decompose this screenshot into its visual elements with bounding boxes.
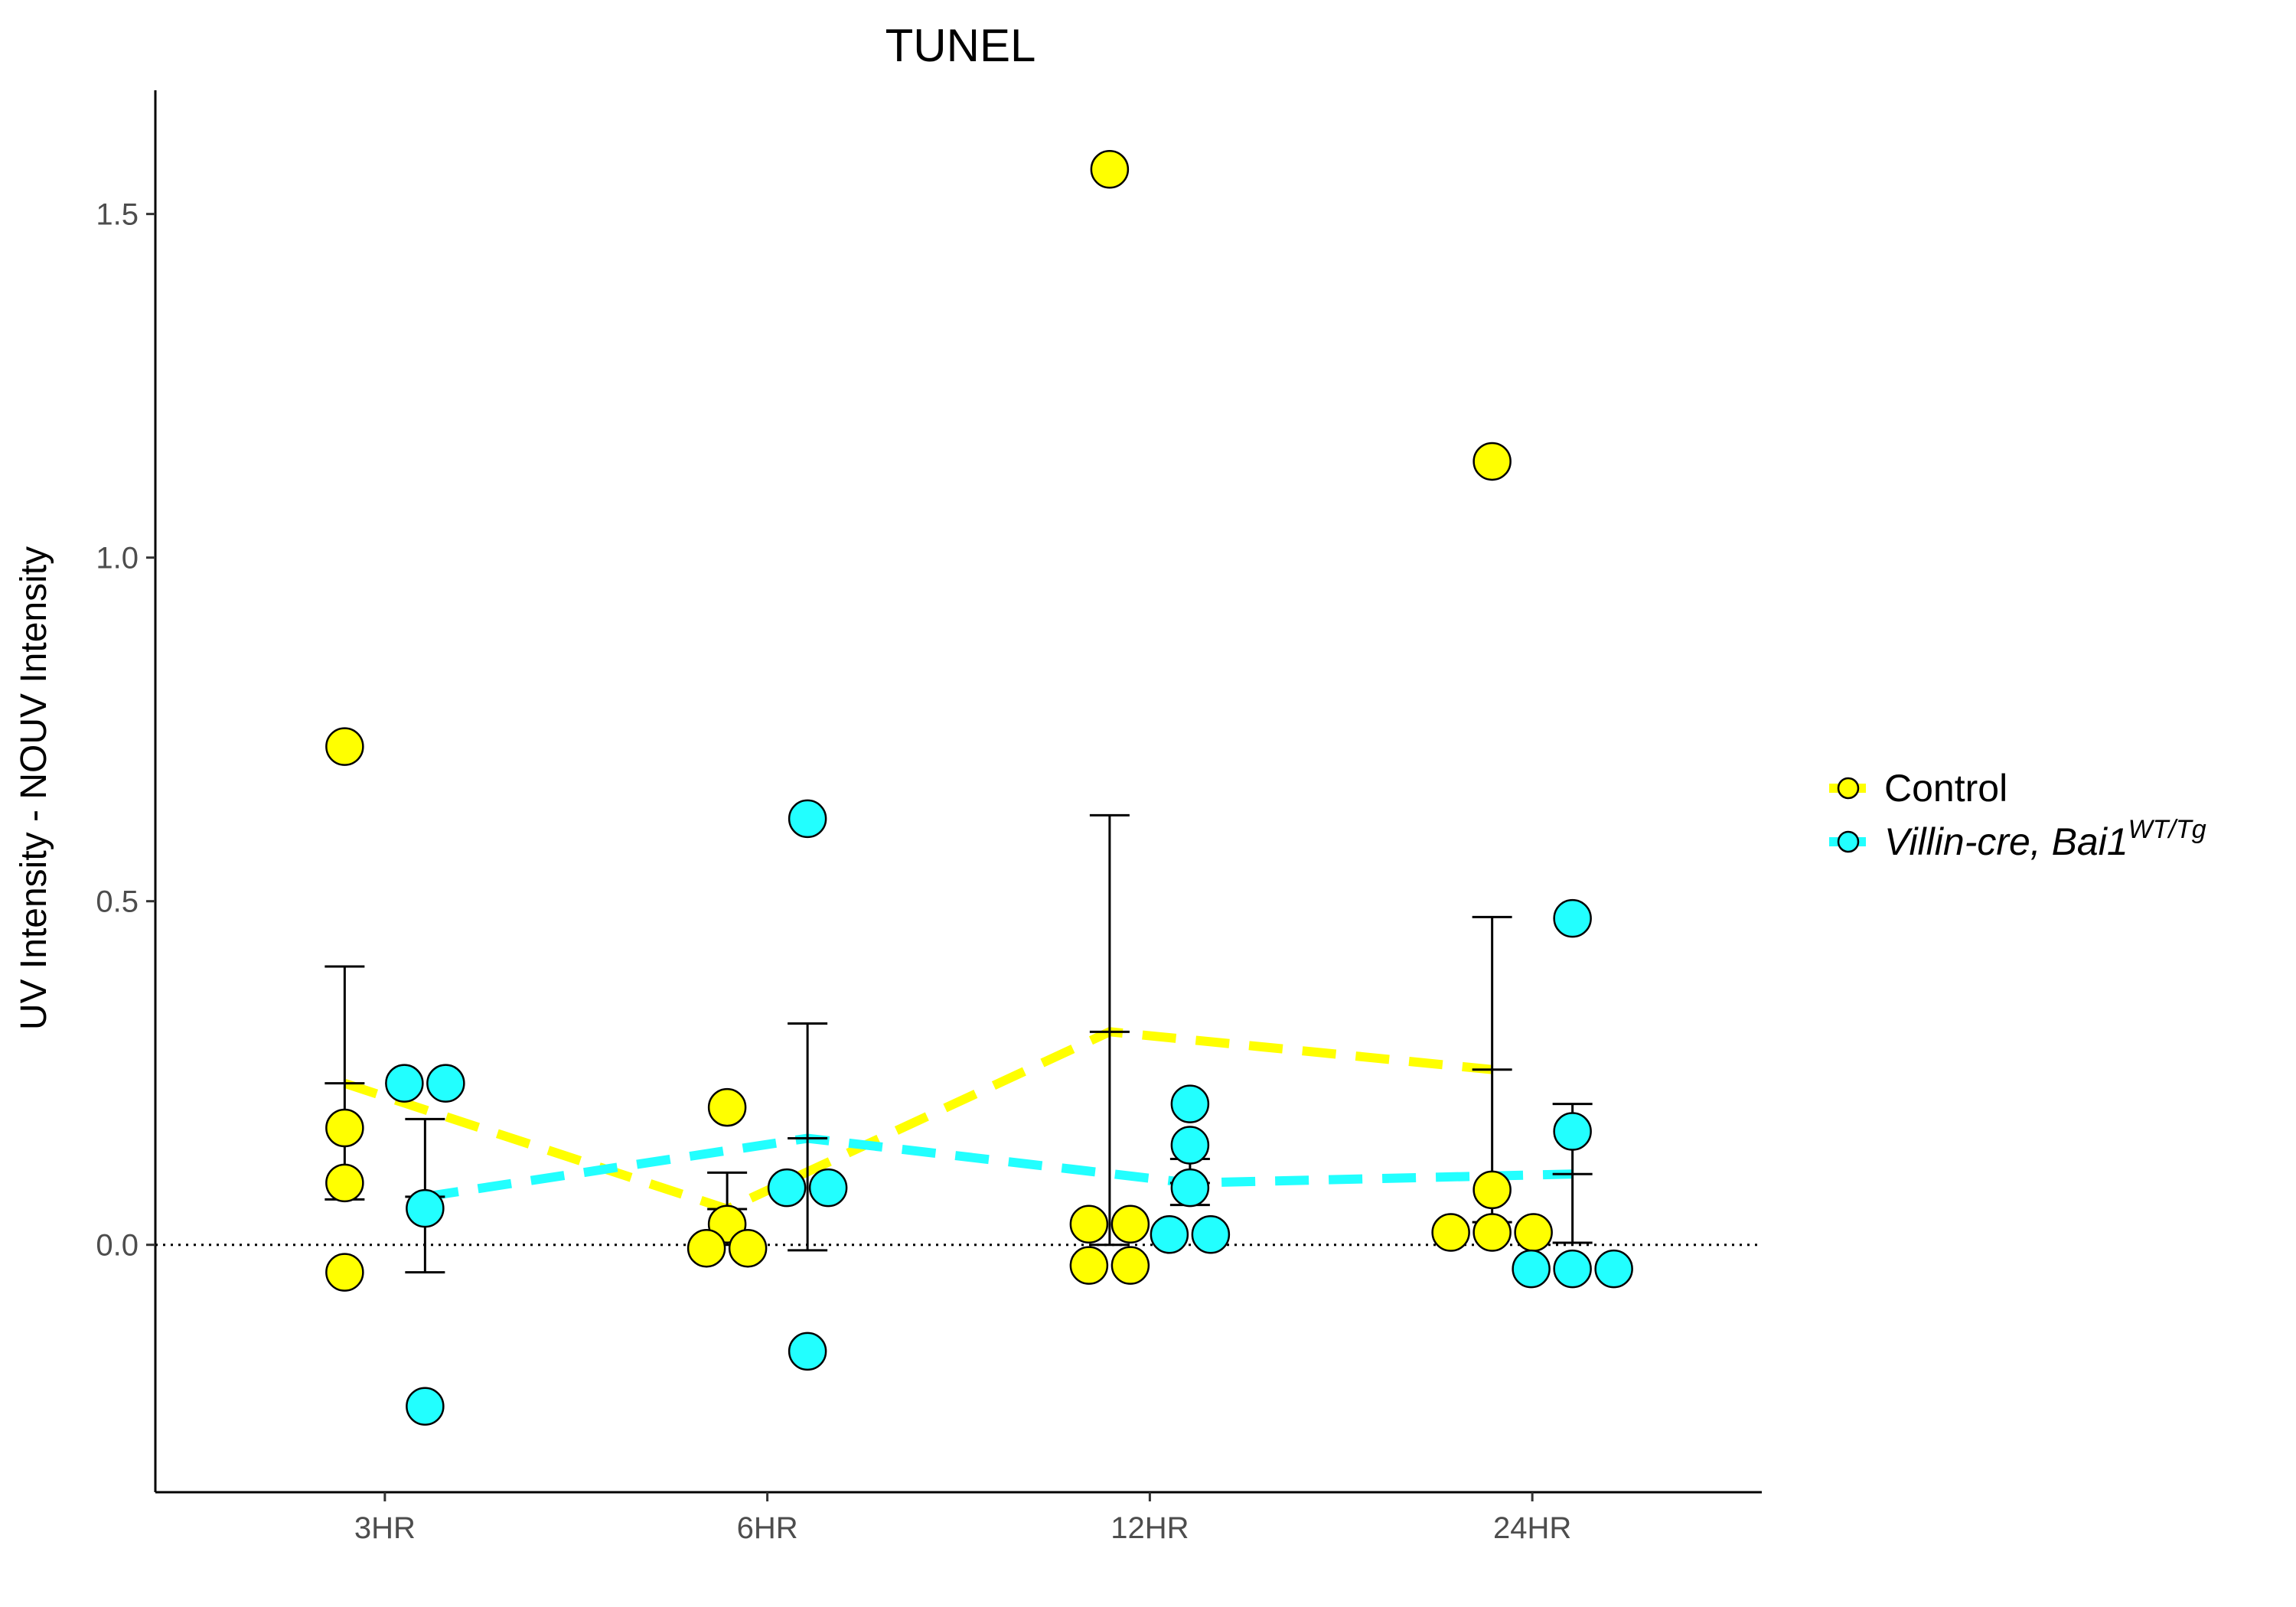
data-point-series-0 — [1473, 1170, 1512, 1210]
data-point-series-0 — [1069, 1246, 1109, 1285]
data-point-series-1 — [1150, 1214, 1189, 1254]
y-tick-label: 0.5 — [96, 885, 139, 919]
data-point-series-1 — [406, 1188, 445, 1228]
data-point-series-1 — [1170, 1126, 1210, 1165]
data-point-series-1 — [1594, 1249, 1633, 1289]
data-point-series-0 — [325, 1253, 364, 1292]
data-point-series-1 — [426, 1064, 465, 1103]
data-point-series-0 — [687, 1228, 726, 1268]
data-point-series-0 — [325, 727, 364, 766]
data-point-series-1 — [788, 799, 827, 839]
data-point-series-1 — [1512, 1249, 1551, 1289]
data-point-series-0 — [1090, 150, 1130, 189]
plot-area: 0.0 0.5 1.0 1.5 3HR 6HR 12HR 24HR — [96, 90, 1762, 1545]
data-point-series-0 — [728, 1228, 768, 1268]
x-tick-label: 12HR — [1110, 1511, 1189, 1545]
data-point-series-0 — [707, 1087, 747, 1127]
data-point-series-1 — [1553, 1249, 1592, 1289]
x-tick-label: 24HR — [1493, 1511, 1571, 1545]
y-tick-label: 1.0 — [96, 542, 139, 575]
data-point-series-0 — [1110, 1246, 1150, 1285]
data-point-series-0 — [1069, 1204, 1109, 1244]
data-point-series-1 — [788, 1332, 827, 1371]
mean-line-series-1 — [424, 1133, 1573, 1201]
data-point-series-0 — [1473, 1213, 1512, 1252]
data-point-series-1 — [1191, 1214, 1231, 1254]
x-tick-label: 6HR — [737, 1511, 798, 1545]
legend-label-text: Villin-cre, Bai1 — [1884, 820, 2128, 863]
data-point-series-1 — [1553, 1112, 1592, 1151]
legend-label-1: Villin-cre, Bai1WT/Tg — [1884, 815, 2206, 863]
data-point-series-1 — [1553, 898, 1592, 938]
data-point-series-0 — [1431, 1213, 1470, 1252]
legend-key-point-1 — [1837, 830, 1860, 853]
y-axis-title: UV Intensity - NOUV Intensity — [14, 546, 54, 1030]
data-point-series-0 — [1473, 442, 1512, 481]
legend-label-superscript: WT/Tg — [2128, 815, 2206, 844]
data-point-series-1 — [406, 1387, 445, 1426]
data-point-series-1 — [767, 1168, 807, 1208]
legend-label-0: Control — [1884, 767, 2007, 810]
mean-line-series-0 — [343, 1027, 1493, 1214]
data-point-series-1 — [385, 1064, 424, 1103]
data-point-series-0 — [325, 1108, 364, 1148]
data-point-series-0 — [1514, 1213, 1553, 1252]
legend: Control Villin-cre, Bai1WT/Tg — [1829, 767, 2206, 863]
legend-label-text: Control — [1884, 767, 2007, 810]
data-point-series-1 — [808, 1168, 848, 1208]
x-tick-label: 3HR — [354, 1511, 416, 1545]
y-tick-label: 0.0 — [96, 1229, 139, 1263]
data-point-series-1 — [1170, 1168, 1210, 1208]
chart-title: TUNEL — [885, 20, 1036, 71]
y-tick-label: 1.5 — [96, 198, 139, 232]
legend-key-point-0 — [1837, 777, 1860, 800]
data-point-series-0 — [325, 1163, 364, 1203]
data-point-series-0 — [1110, 1204, 1150, 1244]
data-point-series-1 — [1170, 1084, 1210, 1123]
